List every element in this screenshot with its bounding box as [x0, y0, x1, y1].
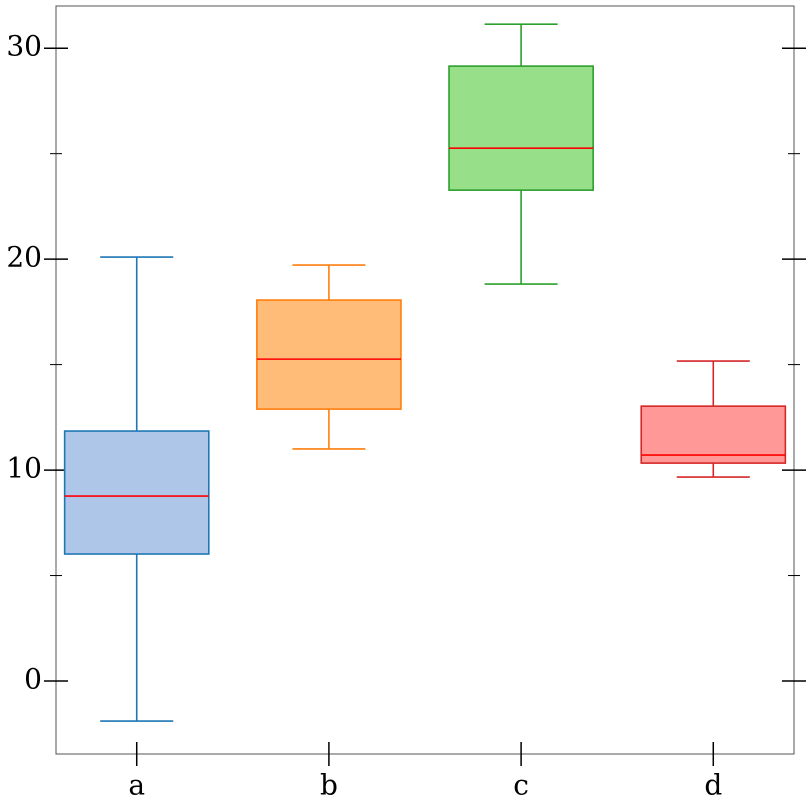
box [640, 405, 787, 464]
plot-frame [55, 5, 795, 755]
x-tick-label: c [513, 769, 529, 802]
x-tick-label: a [128, 769, 145, 802]
x-tick-label: d [704, 769, 722, 802]
box [448, 65, 594, 191]
box [256, 299, 402, 410]
x-tick-label: b [320, 769, 338, 802]
y-tick-label: 30 [6, 30, 42, 63]
y-tick-label: 10 [6, 452, 42, 485]
y-tick-label: 20 [6, 241, 42, 274]
box [63, 430, 210, 555]
y-tick-label: 0 [24, 663, 42, 696]
